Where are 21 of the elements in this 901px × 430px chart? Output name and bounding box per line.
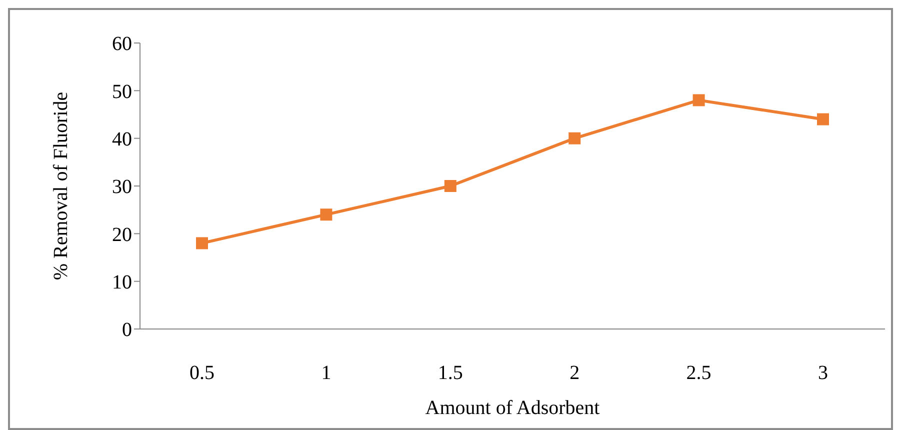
y-tick-label: 10 xyxy=(112,271,132,294)
y-tick-label: 50 xyxy=(112,80,132,103)
y-tick-label: 20 xyxy=(112,224,132,246)
y-axis-title: % Removal of Fluoride xyxy=(50,92,72,280)
x-tick-label: 3 xyxy=(818,362,828,384)
x-tick-label: 0.5 xyxy=(190,362,214,384)
point xyxy=(320,208,332,221)
point xyxy=(817,113,829,126)
x-tick-label: 1.5 xyxy=(438,362,463,384)
y-tick-label: 60 xyxy=(112,33,132,56)
point xyxy=(568,132,581,144)
point xyxy=(196,237,208,250)
point xyxy=(692,94,705,106)
x-tick-label: 1 xyxy=(321,362,332,384)
x-axis-title: Amount of Adsorbent xyxy=(425,397,600,419)
y-tick-label: 30 xyxy=(112,176,132,198)
y-tick-label: 40 xyxy=(112,128,132,150)
y-tick-label: 0 xyxy=(122,319,132,342)
x-tick-label: 2 xyxy=(570,362,580,384)
x-tick-label: 2.5 xyxy=(686,362,712,384)
point xyxy=(444,180,456,192)
